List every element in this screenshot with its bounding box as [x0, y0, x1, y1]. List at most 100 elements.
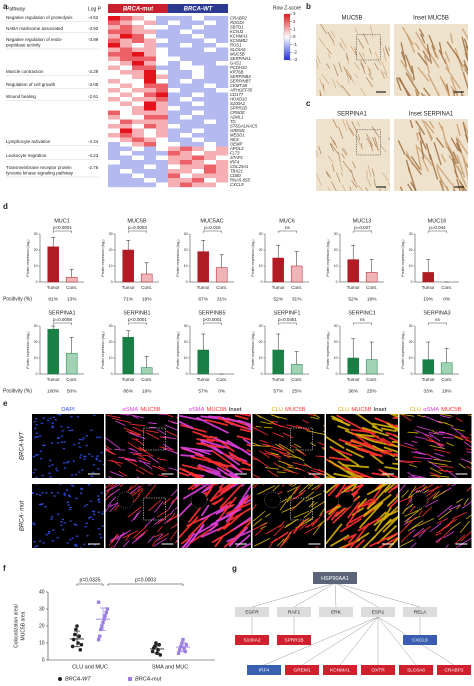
fluorescent-fiber: [312, 468, 325, 473]
fluorescent-fiber: [180, 446, 213, 453]
fluorescent-fiber: [115, 420, 126, 426]
micrograph: [252, 484, 325, 548]
fluorescent-fiber: [385, 432, 397, 437]
heatmap-cell: [132, 88, 145, 93]
positivity-value: 86%: [123, 388, 133, 394]
fluorescent-fiber: [399, 522, 411, 535]
tissue-fiber: [332, 78, 336, 88]
legend-label: BRCA-WT: [65, 676, 91, 682]
heatmap-cell: [156, 101, 169, 107]
tissue-fiber: [417, 66, 430, 82]
fluorescent-fiber: [458, 463, 466, 469]
y-axis-label: Protein expression (log₂): [251, 239, 255, 276]
fluorescent-fiber: [179, 420, 194, 430]
micrograph: [316, 119, 390, 191]
gene-label: SERPINB7: [230, 78, 251, 83]
node-label: ERK: [331, 610, 342, 616]
tissue-fiber: [372, 137, 377, 147]
log-p: -3.23: [88, 153, 99, 158]
heatmap-cell: [204, 124, 217, 129]
y-tick-label: 10: [259, 264, 263, 268]
fluorescent-fiber: [196, 465, 209, 473]
heatmap-cell: [144, 97, 157, 102]
network-node: [323, 665, 357, 675]
positivity-value: 57%: [273, 388, 283, 394]
heatmap-cell: [132, 142, 145, 147]
fluorescent-fiber: [310, 416, 320, 420]
nucleus: [67, 426, 70, 429]
category-label: Cont.: [441, 377, 452, 382]
data-point: [105, 607, 110, 611]
heatmap-cell: [180, 88, 193, 93]
fluorescent-fiber: [108, 476, 112, 478]
heatmap-cell: [156, 16, 169, 21]
nucleus: [80, 488, 84, 491]
nucleus: [63, 492, 66, 495]
nucleus: [33, 523, 36, 526]
fluorescent-fiber: [299, 523, 307, 531]
nucleus: [67, 504, 71, 506]
fluorescent-fiber: [303, 477, 307, 478]
heatmap-cell: [144, 119, 157, 125]
heatmap-cell: [204, 155, 217, 161]
fluorescent-fiber: [280, 531, 292, 547]
nucleus: [45, 492, 48, 494]
fluorescent-fiber: [271, 421, 279, 423]
heatmap-cell: [156, 20, 169, 26]
fluorescent-fiber: [274, 534, 286, 542]
fluorescent-fiber: [408, 485, 417, 498]
heatmap-cell: [216, 25, 229, 30]
category-label: Tumor: [272, 285, 285, 290]
heatmap-cell: [108, 182, 121, 188]
heatmap-cell: [204, 52, 217, 57]
fluorescent-fiber: [179, 516, 199, 539]
tissue-fiber: [342, 119, 348, 131]
tissue-fiber: [407, 183, 413, 191]
fluorescent-fiber: [435, 442, 444, 449]
tissue-fiber: [439, 180, 445, 191]
heatmap-cell: [144, 133, 157, 138]
fluorescent-fiber: [435, 537, 442, 543]
fluorescent-fiber: [131, 512, 139, 522]
fluorescent-fiber: [259, 439, 268, 444]
category-label: Tumor: [347, 285, 360, 290]
nucleus: [32, 471, 35, 474]
nucleus: [82, 437, 85, 439]
gene-label: APOL3: [229, 146, 244, 151]
fluorescent-fiber: [164, 518, 171, 525]
fluorescent-fiber: [157, 429, 166, 435]
fluorescent-fiber: [306, 516, 314, 523]
fluorescent-fiber: [437, 420, 448, 425]
fluorescent-fiber: [430, 455, 443, 462]
tissue-fiber: [357, 38, 365, 49]
tissue-fiber: [419, 140, 425, 160]
fluorescent-fiber: [383, 446, 398, 454]
nucleus: [33, 420, 37, 423]
nucleus: [56, 536, 60, 539]
heatmap-cell: [216, 79, 229, 84]
heatmap-cell: [120, 65, 133, 71]
micrograph: [394, 119, 468, 191]
heatmap-cell: [132, 151, 145, 156]
tissue-fiber: [330, 143, 334, 152]
fluorescent-fiber: [110, 471, 124, 477]
heatmap-cell: [180, 65, 193, 71]
heatmap-cell: [192, 182, 205, 188]
gene-label: GAS1: [230, 60, 241, 65]
colorbar-tick-label: -1: [293, 42, 297, 47]
heatmap-cell: [180, 178, 193, 183]
positivity-value: 13%: [67, 296, 77, 302]
fluorescent-fiber: [192, 474, 200, 478]
tissue-fiber: [463, 38, 468, 51]
fluorescent-fiber: [340, 518, 362, 533]
channel-name: αSMA: [122, 407, 138, 413]
heatmap-cell: [180, 155, 193, 161]
heatmap-cell: [168, 79, 181, 84]
heatmap-cell: [180, 133, 193, 138]
network-node: [277, 607, 311, 617]
fluorescent-fiber: [328, 459, 358, 478]
heatmap-cell: [204, 169, 217, 174]
y-tick-label: 20: [109, 340, 113, 344]
heatmap-cell: [108, 142, 121, 147]
fluorescent-fiber: [367, 484, 391, 510]
